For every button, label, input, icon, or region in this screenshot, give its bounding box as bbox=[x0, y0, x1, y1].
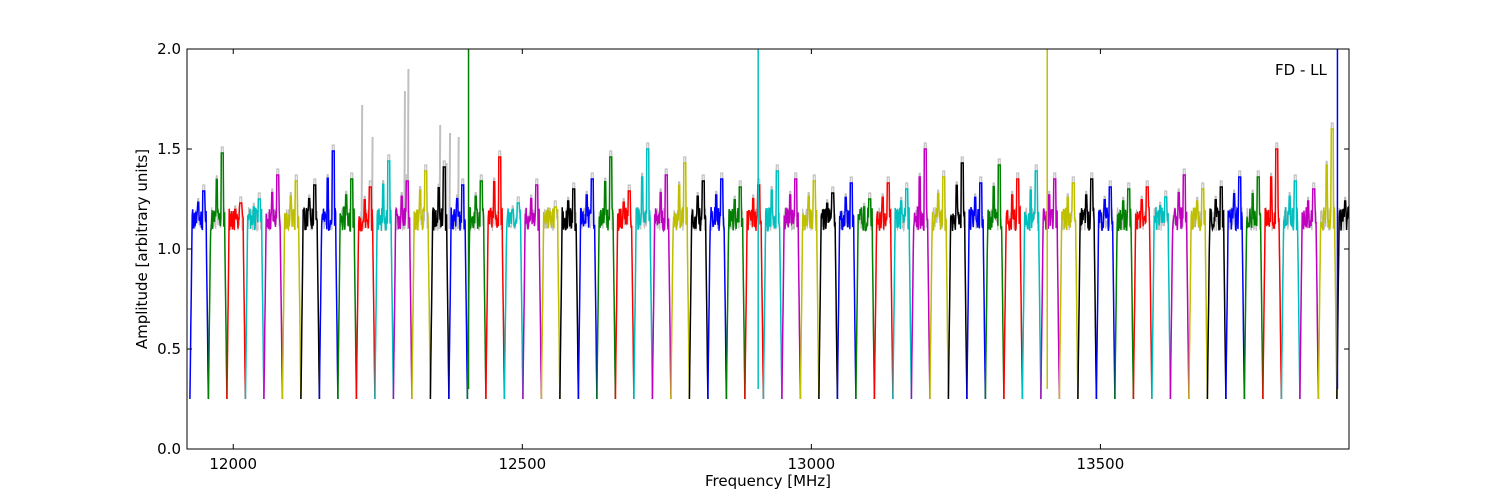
y-axis-label: Amplitude [arbitrary units] bbox=[133, 149, 151, 349]
series-line bbox=[633, 148, 654, 400]
series-layer bbox=[189, 49, 1349, 400]
series-line bbox=[577, 178, 598, 400]
series-line bbox=[873, 182, 894, 400]
y-tick-label: 0.0 bbox=[157, 440, 181, 458]
series-line bbox=[1077, 178, 1098, 400]
series-line bbox=[466, 180, 487, 400]
series-line bbox=[1095, 186, 1116, 400]
y-tick-label: 1.0 bbox=[157, 240, 181, 258]
series-line bbox=[596, 156, 617, 400]
series-line bbox=[762, 170, 783, 400]
series-line bbox=[966, 182, 987, 400]
series-line bbox=[1188, 188, 1209, 400]
series-line bbox=[522, 184, 543, 400]
series-line bbox=[725, 186, 746, 400]
background-spike bbox=[360, 104, 364, 230]
y-tick-label: 2.0 bbox=[157, 40, 181, 58]
series-line bbox=[485, 156, 506, 400]
series-line bbox=[189, 190, 210, 400]
series-line bbox=[540, 206, 561, 400]
ticks-layer: 12000 12500 13000 13500 0.0 0.5 1.0 1.5 2.0 bbox=[157, 40, 1349, 473]
series-line bbox=[1040, 178, 1061, 400]
y-tick-label: 1.5 bbox=[157, 140, 181, 158]
series-line bbox=[244, 198, 265, 400]
series-line bbox=[614, 190, 635, 400]
series-line bbox=[1317, 128, 1338, 400]
series-line bbox=[429, 166, 450, 400]
series-line bbox=[355, 186, 376, 400]
x-tick-label: 12000 bbox=[209, 455, 257, 473]
series-line bbox=[947, 162, 968, 400]
series-line bbox=[1151, 196, 1172, 400]
series-line bbox=[651, 174, 672, 400]
series-line bbox=[836, 182, 857, 400]
series-line bbox=[1262, 148, 1283, 400]
series-line bbox=[707, 178, 728, 400]
series-line bbox=[1243, 176, 1264, 400]
background-spike bbox=[403, 90, 406, 230]
x-tick-label: 12500 bbox=[498, 455, 546, 473]
series-line bbox=[818, 192, 839, 400]
series-line bbox=[929, 176, 950, 400]
x-axis-label: Frequency [MHz] bbox=[705, 472, 831, 490]
series-line bbox=[1336, 191, 1349, 400]
series-line bbox=[337, 178, 358, 400]
chart-annotation: FD - LL bbox=[1275, 61, 1327, 79]
series-line bbox=[1206, 186, 1227, 400]
plot-background bbox=[187, 49, 1349, 449]
series-line bbox=[392, 180, 413, 400]
series-line bbox=[855, 198, 876, 400]
series-line bbox=[1058, 182, 1079, 400]
series-line bbox=[892, 188, 913, 400]
series-line bbox=[300, 184, 321, 400]
series-line bbox=[910, 148, 931, 400]
series-line bbox=[559, 188, 580, 400]
background-spike bbox=[448, 132, 452, 230]
series-line bbox=[688, 180, 709, 400]
series-line bbox=[374, 160, 395, 400]
series-line bbox=[411, 170, 432, 400]
series-line bbox=[263, 174, 284, 400]
series-line bbox=[1132, 186, 1153, 400]
series-line bbox=[1114, 188, 1135, 400]
series-line bbox=[207, 152, 228, 400]
series-line bbox=[1169, 174, 1190, 400]
series-line bbox=[1280, 180, 1301, 400]
series-line bbox=[799, 180, 820, 400]
series-line bbox=[226, 202, 247, 400]
series-line bbox=[670, 162, 691, 400]
series-line bbox=[984, 164, 1005, 400]
series-line bbox=[1003, 178, 1024, 400]
x-tick-label: 13000 bbox=[787, 455, 835, 473]
series-line bbox=[448, 184, 469, 400]
series-line bbox=[781, 178, 802, 400]
series-line bbox=[744, 184, 765, 400]
series-line bbox=[318, 150, 339, 400]
y-tick-label: 0.5 bbox=[157, 340, 181, 358]
series-line bbox=[1299, 188, 1320, 400]
series-line bbox=[1021, 170, 1042, 400]
series-line bbox=[281, 180, 302, 400]
series-line bbox=[503, 202, 524, 400]
series-line bbox=[1225, 176, 1246, 400]
x-tick-label: 13500 bbox=[1077, 455, 1125, 473]
